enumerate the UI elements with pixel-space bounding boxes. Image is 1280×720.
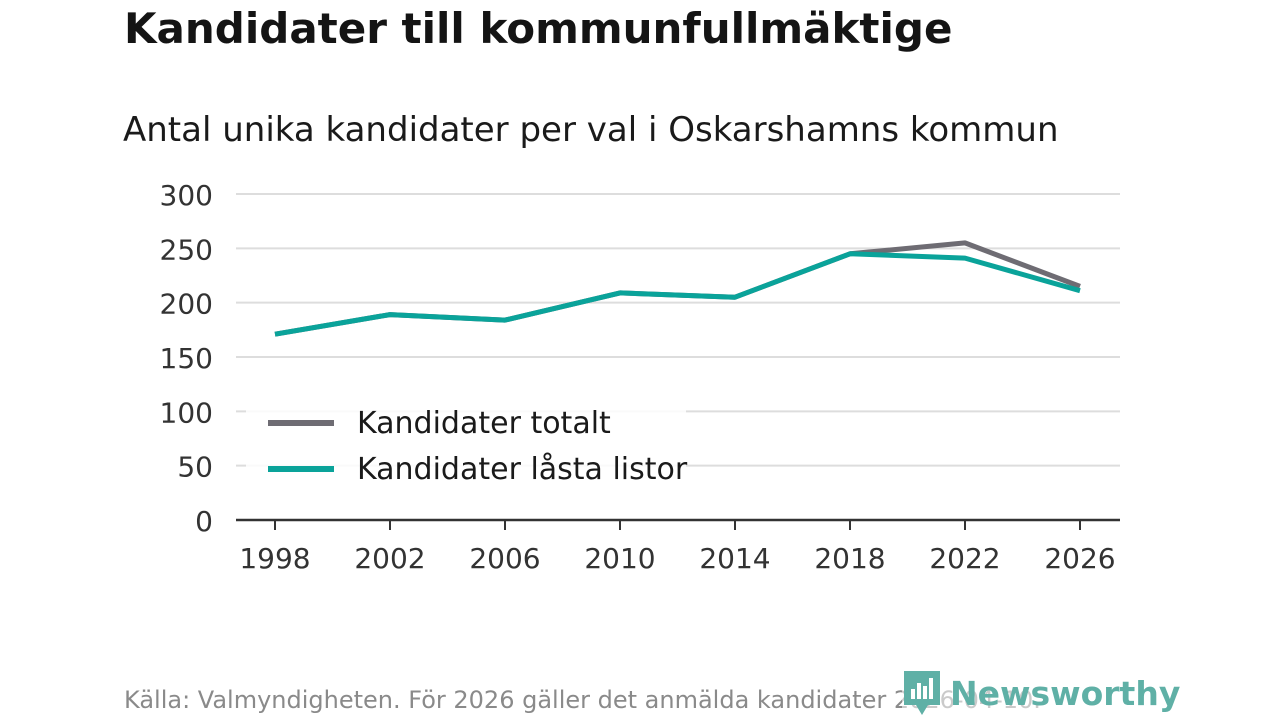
- chart-subtitle: Antal unika kandidater per val i Oskarsh…: [123, 110, 1059, 150]
- source-note: Källa: Valmyndigheten. För 2026 gäller d…: [124, 686, 1041, 714]
- bar-chart-icon: [904, 671, 940, 715]
- legend-label: Kandidater totalt: [357, 406, 611, 441]
- y-tick-label: 300: [160, 179, 213, 212]
- logo-text: Newsworthy: [950, 673, 1181, 713]
- x-tick-label: 2010: [584, 542, 655, 575]
- y-tick-label: 0: [195, 505, 213, 538]
- legend-background: [246, 404, 686, 494]
- series-line-kandidater-lasta-listor: [274, 251, 1081, 337]
- x-axis: 1998 2002 2006 2010 2014 2018 2022 2026: [236, 518, 1120, 575]
- series-lines: [274, 240, 1081, 337]
- y-tick-label: 200: [160, 288, 213, 321]
- x-tick-label: 2006: [469, 542, 540, 575]
- y-tick-label: 250: [160, 233, 213, 266]
- y-tick-label: 100: [160, 396, 213, 429]
- x-tick-label: 2014: [699, 542, 770, 575]
- y-axis-ticks: 0 50 100 150 200 250 300: [160, 179, 213, 538]
- legend: Kandidater totalt Kandidater låsta listor: [246, 404, 688, 494]
- x-tick-label: 2022: [929, 542, 1000, 575]
- x-tick-label: 2026: [1044, 542, 1115, 575]
- x-tick-label: 2018: [814, 542, 885, 575]
- x-tick-label: 2002: [354, 542, 425, 575]
- y-tick-label: 50: [177, 451, 213, 484]
- newsworthy-logo: Newsworthy: [902, 668, 1181, 718]
- chart-title: Kandidater till kommunfullmäktige: [124, 4, 953, 53]
- x-tick-label: 1998: [239, 542, 310, 575]
- y-tick-label: 150: [160, 342, 213, 375]
- legend-label: Kandidater låsta listor: [357, 452, 688, 487]
